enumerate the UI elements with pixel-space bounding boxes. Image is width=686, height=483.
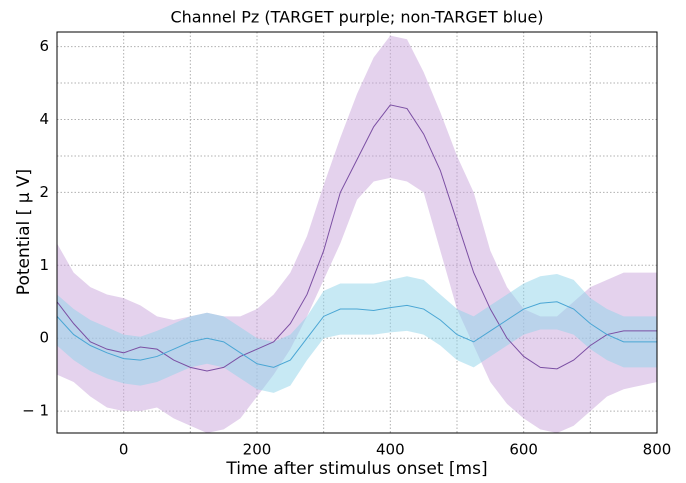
y-tick-label: 0 [39,329,49,347]
x-tick-label: 800 [643,441,672,459]
x-tick-label: 600 [509,441,538,459]
y-tick-label: 1 [39,256,49,274]
y-tick-label: 4 [39,110,49,128]
y-tick-label: − 1 [22,402,49,420]
y-tick-label: 6 [39,37,49,55]
plot-frame [56,31,658,434]
y-tick-label: 2 [39,183,49,201]
y-axis-label: Potential [ μ V] [14,169,34,295]
x-tick-label: 200 [243,441,272,459]
mean-line [57,104,657,372]
mean-line [57,301,657,368]
x-tick-label: 400 [376,441,405,459]
x-tick-label: 0 [119,441,129,459]
chart-title: Channel Pz (TARGET purple; non-TARGET bl… [170,8,543,27]
x-axis-label: Time after stimulus onset [ms] [225,459,487,479]
confidence-band [57,274,657,393]
